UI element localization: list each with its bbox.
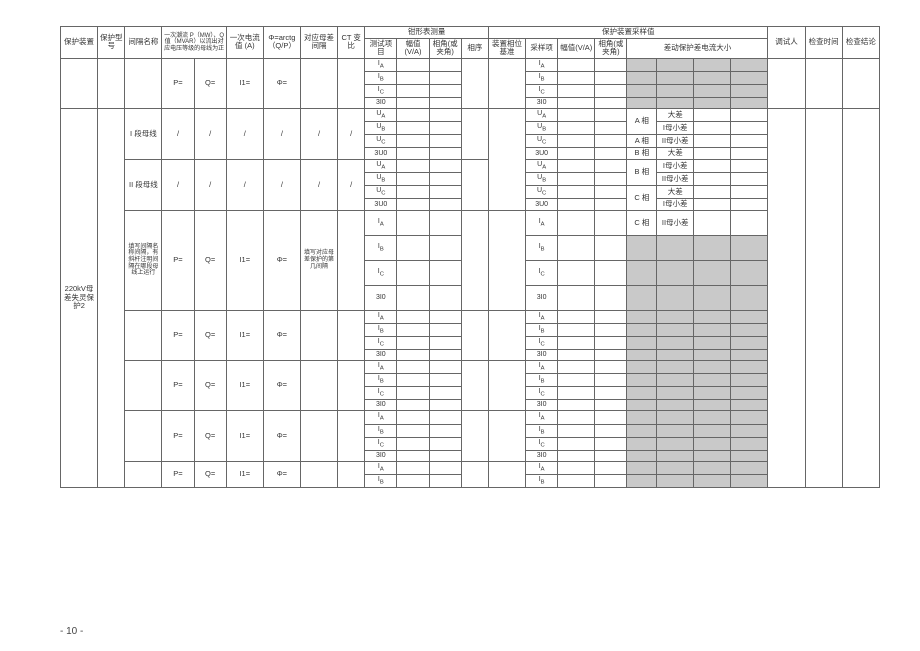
page-number: - 10 -	[60, 626, 83, 637]
blank	[558, 58, 595, 71]
cell-P: P=	[162, 58, 194, 108]
blank	[98, 58, 125, 108]
note8: 填写对应母差保护的第几间隔	[300, 210, 337, 310]
b-IC: IC	[526, 85, 558, 98]
sec2: II 段母线	[125, 160, 162, 211]
slash: /	[338, 109, 365, 160]
gray	[657, 58, 694, 71]
q-3I0: 3I0	[365, 98, 397, 109]
b-3I0: 3I0	[526, 98, 558, 109]
b-UA: UA	[526, 109, 558, 122]
blank	[125, 58, 162, 108]
blank	[429, 58, 461, 71]
gray	[694, 58, 731, 71]
blank	[61, 58, 98, 108]
slash: /	[162, 109, 194, 160]
h-q2: 幅值(V/A)	[397, 38, 429, 58]
h-col24: 检查结论	[842, 27, 879, 59]
h-col3: 间隔名称	[125, 27, 162, 59]
b-IA: IA	[526, 58, 558, 71]
h-q4: 相序	[461, 38, 488, 58]
h-q1: 测试项目	[365, 38, 397, 58]
slash: /	[226, 109, 263, 160]
h-b3: 幅值(V/A)	[558, 38, 595, 58]
q-IB: IB	[365, 71, 397, 84]
spec-table: 保护装置 保护型号 间隔名称 一次潮流 P（MW）、Q 值（MVAR）以流出对应…	[60, 26, 880, 488]
blank	[338, 58, 365, 108]
Aph: A 相	[627, 109, 657, 135]
slash: /	[194, 109, 226, 160]
blank	[488, 58, 525, 108]
h-col9: CT 变比	[338, 27, 365, 59]
q-IA: IA	[365, 58, 397, 71]
slash: /	[263, 109, 300, 160]
IIxiao: II母小差	[657, 135, 694, 148]
h-col6: 一次电流值 (A)	[226, 27, 263, 59]
Ixiao: I母小差	[657, 122, 694, 135]
sec1: I 段母线	[125, 109, 162, 160]
h-q3: 相角(或夹角)	[429, 38, 461, 58]
q-UA: UA	[365, 109, 397, 122]
h-b4: 相角(或夹角)	[595, 38, 627, 58]
gray	[627, 58, 657, 71]
cell-I1: I1=	[226, 58, 263, 108]
gray	[731, 58, 768, 71]
sec3: 填写间隔名称间隔，有斜杆注明间隔在哪段母线上运行	[125, 210, 162, 310]
h-b2: 采样项	[526, 38, 558, 58]
blank	[595, 58, 627, 71]
b-IB: IB	[526, 71, 558, 84]
h-col2: 保护型号	[98, 27, 125, 59]
blank	[805, 58, 842, 108]
blank	[98, 109, 125, 488]
h-col7: Φ=arctg（Q/P）	[263, 27, 300, 59]
blank	[300, 58, 337, 108]
blank	[397, 58, 429, 71]
q-IC: IC	[365, 85, 397, 98]
slash: /	[300, 109, 337, 160]
h-b5: 差动保护差电流大小	[627, 38, 768, 58]
h-col4: 一次潮流 P（MW）、Q 值（MVAR）以流出对应电压等级的母线为正	[162, 27, 226, 59]
blank	[768, 58, 805, 108]
h-col1: 保护装置	[61, 27, 98, 59]
h-col22: 调试人	[768, 27, 805, 59]
cell-Phi: Φ=	[263, 58, 300, 108]
h-col23: 检查时间	[805, 27, 842, 59]
h-grp-bao: 保护装置采样值	[488, 27, 768, 39]
dacha: 大差	[657, 109, 694, 122]
h-b1: 装置相位基准	[488, 38, 525, 58]
h-col8: 对应母差间隔	[300, 27, 337, 59]
device-name: 220kV母差失灵保护2	[61, 109, 98, 488]
blank	[461, 58, 488, 108]
blank	[842, 58, 879, 108]
cell-Q: Q=	[194, 58, 226, 108]
h-grp-qian: 钳形表测量	[365, 27, 489, 39]
